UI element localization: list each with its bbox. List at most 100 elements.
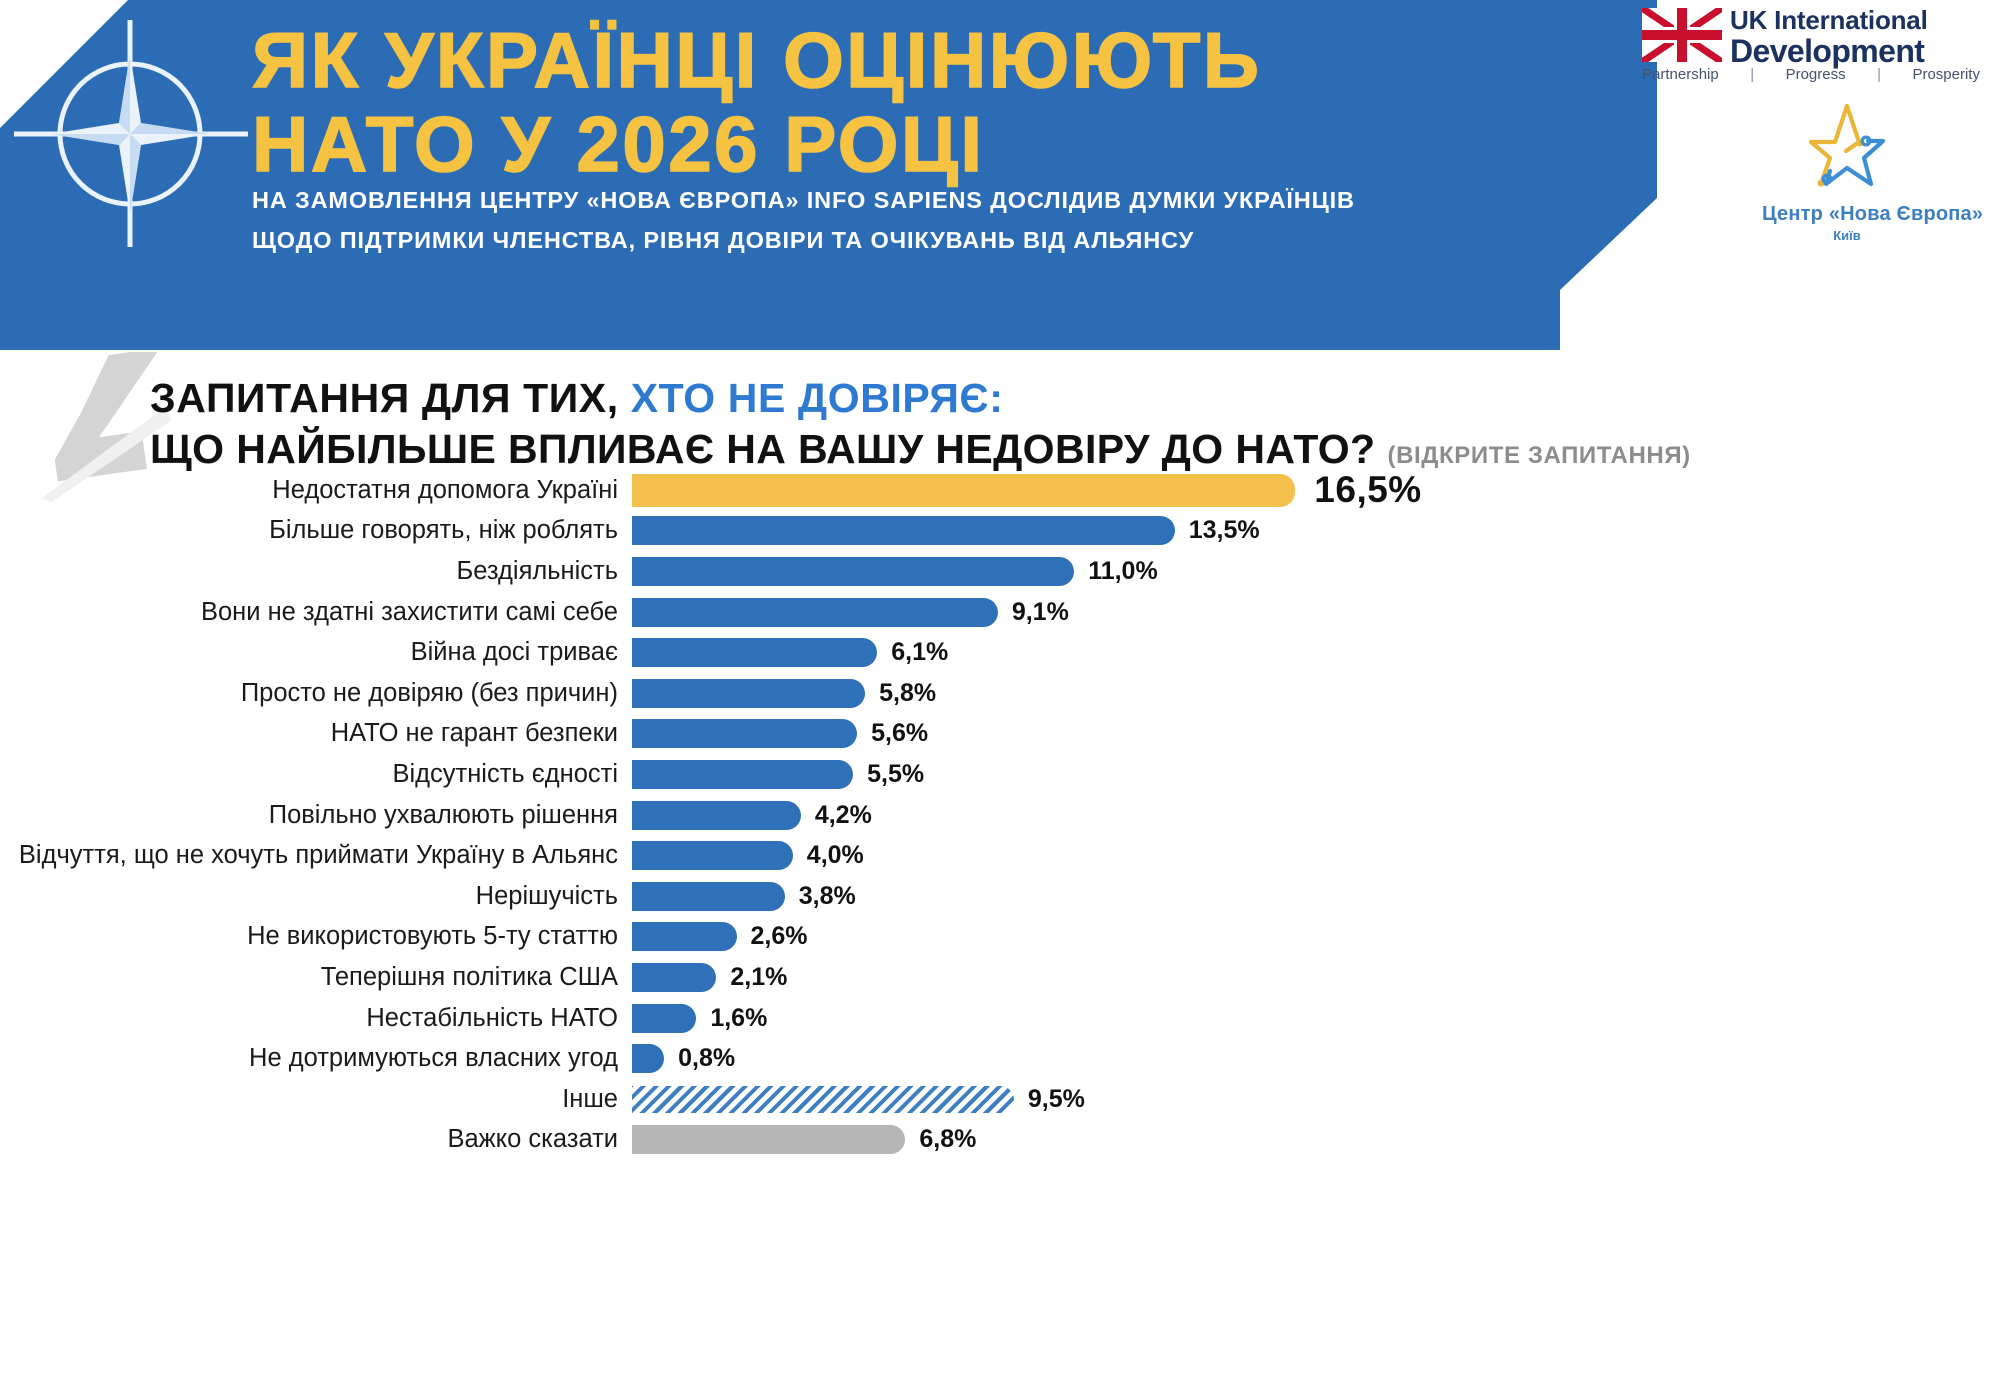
uk-logo-line-1: UK International bbox=[1730, 5, 1928, 35]
chart-bar-wrap: 16,5% bbox=[632, 469, 1990, 511]
chart-bar bbox=[632, 1003, 697, 1033]
chart-row-label: Більше говорять, ніж роблять bbox=[269, 516, 618, 545]
union-jack-flag-icon bbox=[1642, 8, 1722, 62]
chart-bar bbox=[632, 962, 717, 992]
main-title: ЯК УКРАЇНЦІ ОЦІНЮЮТЬ НАТО У 2026 РОЦІ bbox=[251, 16, 1432, 188]
chart-bar-value: 6,1% bbox=[891, 638, 949, 667]
chart-row-label: Не дотримуються власних угод bbox=[249, 1044, 618, 1073]
tagline-separator-2: | bbox=[1877, 66, 1881, 83]
chart-bar bbox=[632, 1125, 906, 1155]
chart-row-label: Вони не здатні захистити самі себе bbox=[200, 597, 618, 626]
uk-logo-line-2: Development bbox=[1730, 33, 1925, 69]
chart-bar bbox=[632, 922, 737, 952]
chart-bar-wrap: 1,6% bbox=[632, 998, 1990, 1039]
chart-bar bbox=[632, 1085, 1014, 1113]
chart-bar-wrap: 5,6% bbox=[632, 714, 1990, 755]
chart-row: Недостатня допомога Україні 16,5% bbox=[0, 469, 1990, 511]
chart-row: Важко сказати 6,8% bbox=[0, 1120, 1990, 1161]
chart-row: Більше говорять, ніж роблять 13,5% bbox=[0, 511, 1990, 552]
chart-bar bbox=[632, 841, 793, 871]
header-band bbox=[0, 0, 1657, 350]
question-heading: ЗАПИТАННЯ ДЛЯ ТИХ, ХТО НЕ ДОВІРЯЄ: ЩО НА… bbox=[150, 373, 1950, 482]
chart-bar-value: 1,6% bbox=[710, 1003, 768, 1032]
nova-europa-logo: Центр «Нова Європа» Київ bbox=[1762, 98, 1983, 243]
chart-bar-wrap: 13,5% bbox=[632, 511, 1990, 552]
chart-bar-wrap: 11,0% bbox=[632, 551, 1990, 592]
chart-bar-value: 3,8% bbox=[798, 881, 856, 910]
chart-row: Повільно ухвалюють рішення 4,2% bbox=[0, 795, 1990, 836]
question-line1-highlight: ХТО НЕ ДОВІРЯЄ: bbox=[630, 375, 1004, 421]
chart-bar-value: 9,5% bbox=[1027, 1084, 1085, 1113]
chart-row-label: Відсутність єдності bbox=[392, 759, 618, 788]
uk-international-development-logo: UK International Development Partnership… bbox=[1642, 6, 1982, 92]
chart-bar-value: 2,1% bbox=[730, 962, 788, 991]
chart-bar-value: 11,0% bbox=[1088, 556, 1158, 585]
chart-row-label: Важко сказати bbox=[447, 1125, 618, 1154]
bar-chart: Недостатня допомога Україні 16,5% Більше г… bbox=[0, 469, 1990, 1161]
chart-bar-value: 0,8% bbox=[678, 1044, 736, 1073]
chart-bar bbox=[632, 516, 1175, 546]
chart-row: Нестабільність НАТО 1,6% bbox=[0, 998, 1990, 1039]
chart-bar-value: 5,5% bbox=[867, 759, 925, 788]
chart-row: Просто не довіряю (без причин) 5,8% bbox=[0, 673, 1990, 714]
chart-bar-value: 16,5% bbox=[1314, 469, 1422, 511]
chart-bar-wrap: 5,8% bbox=[632, 673, 1990, 714]
chart-bar bbox=[632, 759, 854, 789]
chart-bar-value: 6,8% bbox=[919, 1125, 977, 1154]
chart-row: Вони не здатні захистити самі себе 9,1% bbox=[0, 592, 1990, 633]
subtitle-line-1: НА ЗАМОВЛЕННЯ ЦЕНТРУ «НОВА ЄВРОПА» INFO … bbox=[252, 187, 1355, 213]
chart-bar bbox=[632, 800, 801, 830]
chart-bar-wrap: 2,6% bbox=[632, 917, 1990, 958]
chart-bar-value: 13,5% bbox=[1188, 516, 1260, 545]
chart-row: Інше 9,5% bbox=[0, 1079, 1990, 1120]
chart-bar-value: 2,6% bbox=[750, 922, 808, 951]
chart-bar bbox=[632, 556, 1075, 586]
title-line-2: НАТО У 2026 РОЦІ bbox=[251, 100, 985, 188]
chart-bar-wrap: 9,1% bbox=[632, 592, 1990, 633]
chart-row: Не дотримуються власних угод 0,8% bbox=[0, 1038, 1990, 1079]
chart-row-label: Недостатня допомога Україні bbox=[272, 475, 618, 504]
chart-bar-value: 4,0% bbox=[806, 841, 864, 870]
chart-bar bbox=[632, 638, 878, 668]
chart-bar-wrap: 9,5% bbox=[632, 1079, 1990, 1120]
chart-row-label: Не використовують 5-ту статтю bbox=[247, 922, 618, 951]
chart-row-label: Теперішня політика США bbox=[320, 962, 618, 991]
chart-bar-value: 5,8% bbox=[879, 678, 937, 707]
grey-arrow-decoration bbox=[22, 347, 192, 502]
subtitle-line-2: ЩОДО ПІДТРИМКИ ЧЛЕНСТВА, РІВНЯ ДОВІРИ ТА… bbox=[252, 227, 1195, 253]
uk-logo-tagline: Partnership | Progress | Prosperity bbox=[1642, 66, 1980, 83]
chart-bar-wrap: 6,8% bbox=[632, 1120, 1990, 1161]
question-line-1: ЗАПИТАННЯ ДЛЯ ТИХ, ХТО НЕ ДОВІРЯЄ: bbox=[150, 373, 1950, 423]
uk-logo-text: UK International Development bbox=[1730, 5, 1928, 69]
chart-bar-value: 5,6% bbox=[871, 719, 929, 748]
tagline-progress: Progress bbox=[1785, 66, 1846, 83]
question-note: (ВІДКРИТЕ ЗАПИТАННЯ) bbox=[1387, 442, 1691, 469]
chart-row-label: Інше bbox=[562, 1084, 618, 1113]
chart-bar bbox=[632, 881, 785, 911]
chart-row-label: Бездіяльність bbox=[456, 556, 618, 585]
nato-compass-logo bbox=[8, 12, 253, 262]
chart-row-label: Нестабільність НАТО bbox=[366, 1003, 618, 1032]
chart-row-label: Нерішучість bbox=[475, 881, 618, 910]
chart-row: Не використовують 5-ту статтю 2,6% bbox=[0, 917, 1990, 958]
question-line-2: ЩО НАЙБІЛЬШЕ ВПЛИВАЄ НА ВАШУ НЕДОВІРУ ДО… bbox=[150, 423, 1950, 482]
chart-row-label: Просто не довіряю (без причин) bbox=[240, 678, 618, 707]
chart-bar bbox=[632, 597, 998, 627]
title-line-1: ЯК УКРАЇНЦІ ОЦІНЮЮТЬ bbox=[251, 16, 1262, 104]
tagline-partnership: Partnership bbox=[1642, 66, 1719, 83]
chart-bar-wrap: 0,8% bbox=[632, 1038, 1990, 1079]
chart-row: Бездіяльність 11,0% bbox=[0, 551, 1990, 592]
chart-bar-wrap: 3,8% bbox=[632, 876, 1990, 917]
chart-row-label: Повільно ухвалюють рішення bbox=[268, 800, 618, 829]
chart-bar-wrap: 4,0% bbox=[632, 835, 1990, 876]
chart-bar-wrap: 4,2% bbox=[632, 795, 1990, 836]
chart-row-label: Відчуття, що не хочуть приймати Україну … bbox=[18, 841, 618, 870]
chart-row: Теперішня політика США 2,1% bbox=[0, 957, 1990, 998]
nova-europa-city: Київ bbox=[1833, 228, 1861, 243]
chart-row-label: НАТО не гарант безпеки bbox=[330, 719, 618, 748]
tagline-prosperity: Prosperity bbox=[1912, 66, 1980, 83]
chart-bar bbox=[632, 678, 866, 708]
chart-row: Нерішучість 3,8% bbox=[0, 876, 1990, 917]
chart-bar-wrap: 5,5% bbox=[632, 754, 1990, 795]
